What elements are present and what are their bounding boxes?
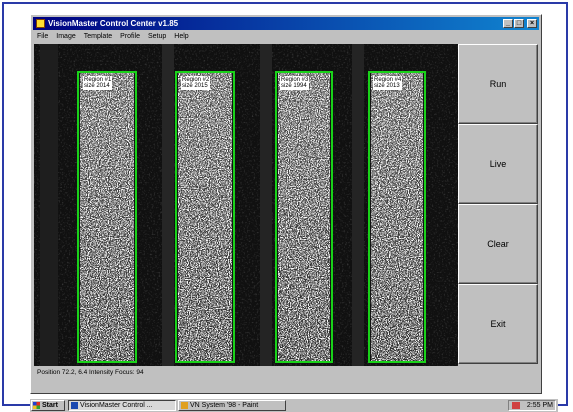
menu-image[interactable]: Image (56, 33, 76, 40)
region-label-1: Region #1 size 2014 (83, 76, 113, 90)
task-visionmaster-label: VisionMaster Control ... (80, 402, 153, 409)
run-button[interactable]: Run (458, 44, 538, 124)
region-1-name: Region #1 (84, 77, 112, 83)
region-box-2[interactable] (175, 71, 235, 363)
menu-help[interactable]: Help (174, 33, 189, 40)
menu-profile[interactable]: Profile (120, 33, 140, 40)
menu-file[interactable]: File (37, 33, 49, 40)
region-label-2: Region #2 size 2015 (181, 76, 211, 90)
paint-task-icon (181, 402, 188, 409)
menu-template[interactable]: Template (83, 33, 113, 40)
visionmaster-task-icon (71, 402, 78, 409)
region-3-name: Region #3 (281, 77, 309, 83)
tray-speaker-icon[interactable] (512, 402, 520, 409)
exit-button[interactable]: Exit (458, 284, 538, 364)
close-button[interactable]: × (527, 19, 537, 28)
task-visionmaster[interactable]: VisionMaster Control ... (68, 400, 176, 411)
background-fixtures (40, 44, 364, 366)
window-title: VisionMaster Control Center v1.85 (48, 19, 179, 28)
title-bar[interactable]: VisionMaster Control Center v1.85 _ □ × (33, 17, 539, 30)
start-label: Start (42, 402, 58, 409)
clear-button[interactable]: Clear (458, 204, 538, 284)
region-2-value: size 2015 (182, 83, 208, 89)
region-box-4[interactable] (368, 71, 426, 363)
region-label-4: Region #4 size 2013 (373, 76, 403, 90)
app-window: VisionMaster Control Center v1.85 _ □ × … (30, 14, 542, 394)
region-4-value: size 2013 (374, 83, 400, 89)
sample-strip-4 (371, 72, 423, 362)
status-bar: Position 72.2, 6.4 Intensity Focus: 94 (37, 369, 144, 376)
region-1-value: size 2014 (84, 83, 110, 89)
camera-image (34, 44, 458, 366)
windows-logo-icon (33, 402, 40, 409)
region-box-3[interactable] (275, 71, 333, 363)
menu-setup[interactable]: Setup (148, 33, 167, 40)
system-tray: 2:55 PM (508, 400, 556, 411)
maximize-button[interactable]: □ (514, 19, 524, 28)
sample-strip-1 (80, 72, 134, 362)
sample-strip-2 (178, 72, 232, 362)
sample-strip-3 (278, 72, 330, 362)
region-4-name: Region #4 (374, 77, 402, 83)
camera-image-view[interactable]: Region #1 size 2014 Region #2 size 2015 … (34, 44, 458, 366)
region-boxes (77, 71, 426, 363)
minimize-button[interactable]: _ (503, 19, 513, 28)
side-button-panel: Run Live Clear Exit (458, 44, 538, 375)
window-controls: _ □ × (503, 19, 537, 28)
live-button[interactable]: Live (458, 124, 538, 204)
task-paint-label: VN System '98 - Paint (190, 402, 259, 409)
task-paint[interactable]: VN System '98 - Paint (178, 400, 286, 411)
region-2-name: Region #2 (182, 77, 210, 83)
start-button[interactable]: Start (31, 400, 65, 411)
taskbar: Start VisionMaster Control ... VN System… (30, 398, 558, 412)
sample-strips (80, 72, 423, 362)
region-label-3: Region #3 size 1994 (280, 76, 310, 90)
region-box-1[interactable] (77, 71, 137, 363)
menu-bar: File Image Template Profile Setup Help (33, 31, 539, 43)
app-icon[interactable] (36, 19, 45, 28)
clock: 2:55 PM (526, 402, 553, 409)
region-3-value: size 1994 (281, 83, 307, 89)
